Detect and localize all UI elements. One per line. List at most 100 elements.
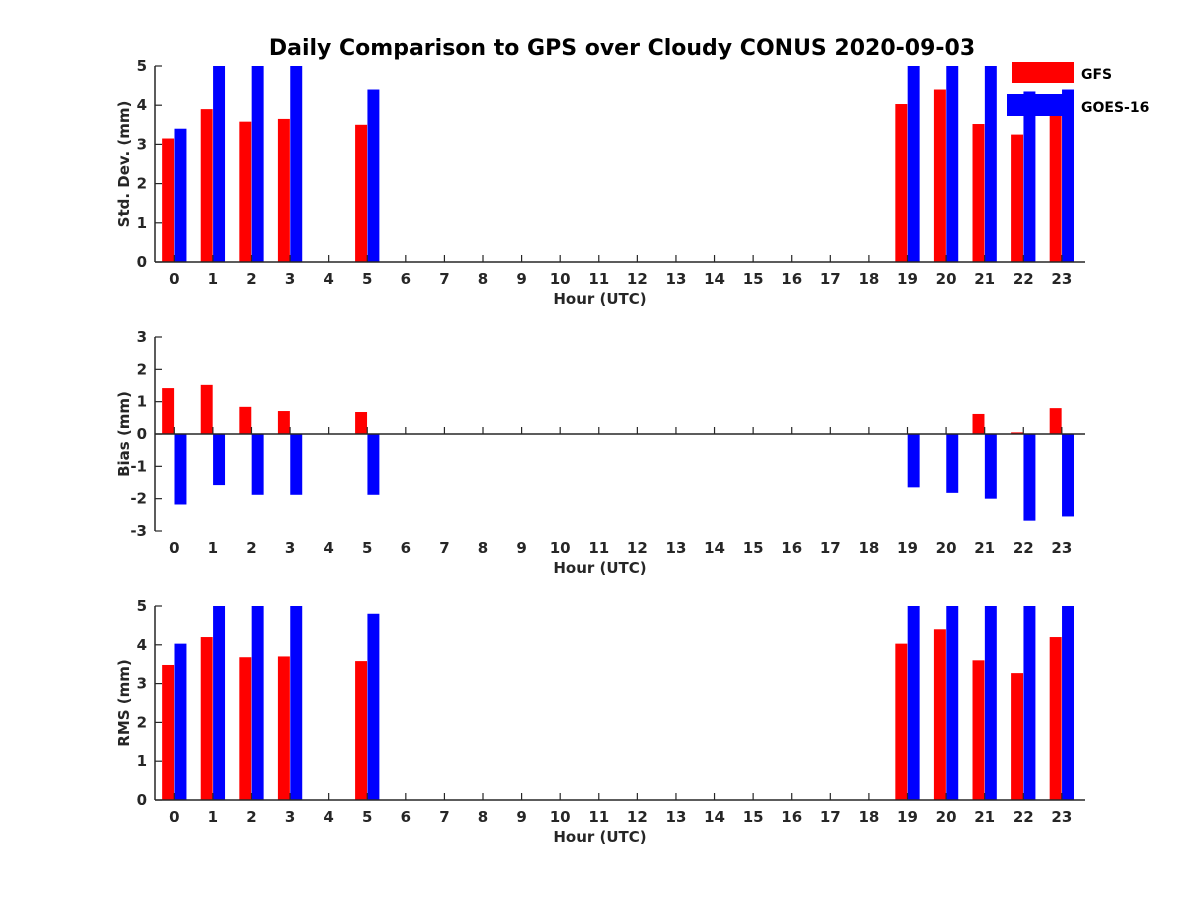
bar-goes-16-19 <box>907 606 920 800</box>
x-tick-label: 22 <box>1013 808 1034 826</box>
y-tick-label: 3 <box>137 135 147 153</box>
bar-gfs-2 <box>239 121 252 262</box>
x-tick-label: 10 <box>550 808 571 826</box>
bar-gfs-5 <box>355 124 368 262</box>
bar-gfs-22 <box>1011 134 1024 262</box>
bar-gfs-3 <box>277 411 290 434</box>
x-tick-label: 16 <box>781 808 802 826</box>
bar-gfs-21 <box>972 660 985 800</box>
legend-swatch-goes-16 <box>1007 94 1074 116</box>
x-tick-label: 23 <box>1051 808 1072 826</box>
x-tick-label: 18 <box>858 808 879 826</box>
x-axis-label: Hour (UTC) <box>553 828 646 846</box>
bar-goes-16-22 <box>1023 91 1036 262</box>
y-tick-label: 3 <box>137 328 147 346</box>
x-tick-label: 0 <box>169 808 179 826</box>
y-axis-label: Std. Dev. (mm) <box>115 101 133 228</box>
bar-gfs-3 <box>277 118 290 262</box>
x-tick-label: 0 <box>169 539 179 557</box>
x-axis-label: Hour (UTC) <box>553 559 646 577</box>
y-tick-label: 3 <box>137 675 147 693</box>
bar-gfs-2 <box>239 657 252 800</box>
x-tick-label: 3 <box>285 539 295 557</box>
x-tick-label: 20 <box>936 808 957 826</box>
y-tick-label: -3 <box>130 522 147 540</box>
x-tick-label: 23 <box>1051 539 1072 557</box>
x-tick-label: 14 <box>704 539 725 557</box>
y-tick-label: 2 <box>137 175 147 193</box>
x-tick-label: 8 <box>478 539 488 557</box>
x-tick-label: 17 <box>820 808 841 826</box>
x-tick-label: 14 <box>704 808 725 826</box>
y-tick-label: 4 <box>137 96 147 114</box>
x-tick-label: 4 <box>323 539 333 557</box>
bar-gfs-19 <box>895 104 908 263</box>
x-tick-label: 9 <box>516 270 526 288</box>
bar-gfs-21 <box>972 124 985 263</box>
y-tick-label: 5 <box>137 597 147 615</box>
bar-goes-16-1 <box>213 66 226 262</box>
y-tick-label: 2 <box>137 713 147 731</box>
bar-gfs-5 <box>355 412 368 434</box>
x-tick-label: 5 <box>362 270 372 288</box>
y-axis-label: RMS (mm) <box>115 659 133 746</box>
x-tick-label: 18 <box>858 270 879 288</box>
x-tick-label: 11 <box>588 270 609 288</box>
x-tick-label: 9 <box>516 808 526 826</box>
x-tick-label: 19 <box>897 539 918 557</box>
bar-gfs-1 <box>200 637 213 800</box>
x-tick-label: 7 <box>439 270 449 288</box>
bar-goes-16-0 <box>174 643 187 800</box>
bar-gfs-20 <box>933 89 946 263</box>
bar-gfs-20 <box>933 629 946 800</box>
bar-goes-16-2 <box>251 434 264 495</box>
x-tick-label: 21 <box>974 270 995 288</box>
x-tick-label: 22 <box>1013 539 1034 557</box>
bar-gfs-5 <box>355 661 368 800</box>
bar-gfs-23 <box>1049 637 1062 800</box>
x-tick-label: 21 <box>974 539 995 557</box>
y-tick-label: 0 <box>137 425 147 443</box>
bar-goes-16-21 <box>984 66 997 262</box>
x-tick-label: 1 <box>208 270 218 288</box>
x-tick-label: 1 <box>208 539 218 557</box>
x-tick-label: 21 <box>974 808 995 826</box>
x-tick-label: 5 <box>362 539 372 557</box>
x-tick-label: 10 <box>550 539 571 557</box>
x-tick-label: 19 <box>897 270 918 288</box>
x-tick-label: 16 <box>781 539 802 557</box>
bar-goes-16-0 <box>174 128 187 262</box>
bar-goes-16-3 <box>290 66 303 262</box>
x-tick-label: 18 <box>858 539 879 557</box>
bar-gfs-22 <box>1011 673 1024 800</box>
y-tick-label: 1 <box>137 214 147 232</box>
x-tick-label: 7 <box>439 539 449 557</box>
x-tick-label: 6 <box>401 808 411 826</box>
bar-gfs-0 <box>162 664 175 800</box>
bar-goes-16-21 <box>984 606 997 800</box>
bar-goes-16-21 <box>984 434 997 499</box>
bar-goes-16-20 <box>946 606 959 800</box>
x-tick-label: 23 <box>1051 270 1072 288</box>
y-tick-label: 0 <box>137 791 147 809</box>
x-tick-label: 14 <box>704 270 725 288</box>
x-tick-label: 1 <box>208 808 218 826</box>
bar-goes-16-3 <box>290 606 303 800</box>
x-tick-label: 22 <box>1013 270 1034 288</box>
x-tick-label: 16 <box>781 270 802 288</box>
x-tick-label: 11 <box>588 539 609 557</box>
x-tick-label: 2 <box>246 808 256 826</box>
x-tick-label: 11 <box>588 808 609 826</box>
bar-goes-16-2 <box>251 66 264 262</box>
x-tick-label: 4 <box>323 808 333 826</box>
y-tick-label: 4 <box>137 636 147 654</box>
bar-gfs-23 <box>1049 408 1062 434</box>
bar-goes-16-20 <box>946 434 959 493</box>
chart-title: Daily Comparison to GPS over Cloudy CONU… <box>269 36 975 61</box>
x-tick-label: 10 <box>550 270 571 288</box>
x-tick-label: 3 <box>285 270 295 288</box>
x-tick-label: 15 <box>743 270 764 288</box>
x-tick-label: 5 <box>362 808 372 826</box>
x-tick-label: 12 <box>627 539 648 557</box>
